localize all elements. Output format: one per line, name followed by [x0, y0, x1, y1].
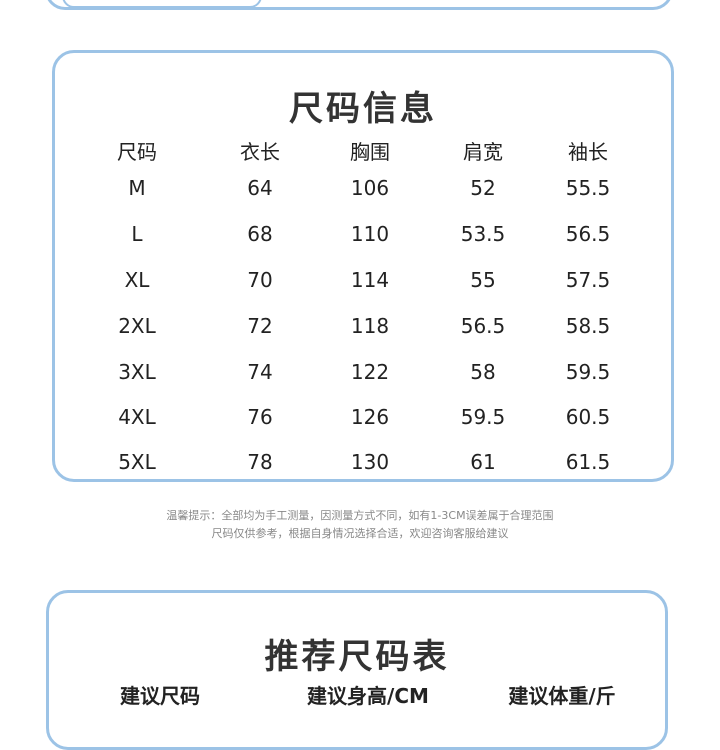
- cell-shoulder: 58: [470, 360, 496, 384]
- previous-card-inner-box: [62, 0, 262, 8]
- cell-shoulder: 59.5: [460, 405, 506, 429]
- cell-length: 72: [247, 314, 273, 338]
- header-chest: 胸围: [350, 140, 390, 164]
- cell-length: 76: [247, 405, 273, 429]
- cell-size: XL: [124, 268, 150, 292]
- header-size: 尺码: [117, 140, 157, 164]
- cell-size: L: [131, 222, 143, 246]
- cell-sleeve: 61.5: [565, 450, 611, 474]
- note-line-1: 温馨提示：全部均为手工测量，因测量方式不同，如有1-3CM误差属于合理范围: [166, 509, 554, 522]
- cell-length: 74: [247, 360, 273, 384]
- cell-sleeve: 58.5: [565, 314, 611, 338]
- cell-size: M: [128, 176, 146, 200]
- previous-card: [45, 0, 673, 10]
- cell-shoulder: 52: [470, 176, 496, 200]
- cell-chest: 106: [350, 176, 390, 200]
- recommend-header-size: 建议尺码: [120, 684, 200, 708]
- recommend-header-weight: 建议体重/斤: [508, 684, 616, 708]
- cell-size: 4XL: [118, 405, 156, 429]
- cell-sleeve: 59.5: [565, 360, 611, 384]
- cell-size: 3XL: [118, 360, 156, 384]
- cell-chest: 122: [350, 360, 390, 384]
- cell-shoulder: 56.5: [460, 314, 506, 338]
- cell-sleeve: 57.5: [565, 268, 611, 292]
- cell-chest: 114: [350, 268, 390, 292]
- cell-chest: 130: [350, 450, 390, 474]
- cell-shoulder: 55: [470, 268, 496, 292]
- cell-chest: 126: [350, 405, 390, 429]
- recommend-card: 推荐尺码表: [46, 590, 668, 750]
- cell-length: 68: [247, 222, 273, 246]
- header-sleeve: 袖长: [568, 140, 608, 164]
- header-length: 衣长: [240, 140, 280, 164]
- cell-size: 5XL: [118, 450, 156, 474]
- cell-shoulder: 61: [470, 450, 496, 474]
- cell-length: 78: [247, 450, 273, 474]
- size-info-title: 尺码信息: [289, 89, 437, 129]
- cell-sleeve: 55.5: [565, 176, 611, 200]
- recommend-header-height: 建议身高/CM: [307, 684, 429, 708]
- note-line-2: 尺码仅供参考，根据自身情况选择合适，欢迎咨询客服给建议: [211, 527, 509, 540]
- header-shoulder: 肩宽: [463, 140, 503, 164]
- size-info-card: 尺码信息: [52, 50, 674, 482]
- cell-size: 2XL: [118, 314, 156, 338]
- recommend-title: 推荐尺码表: [264, 637, 450, 677]
- cell-shoulder: 53.5: [460, 222, 506, 246]
- cell-length: 70: [247, 268, 273, 292]
- cell-sleeve: 56.5: [565, 222, 611, 246]
- cell-chest: 118: [350, 314, 390, 338]
- cell-sleeve: 60.5: [565, 405, 611, 429]
- cell-length: 64: [247, 176, 273, 200]
- cell-chest: 110: [350, 222, 390, 246]
